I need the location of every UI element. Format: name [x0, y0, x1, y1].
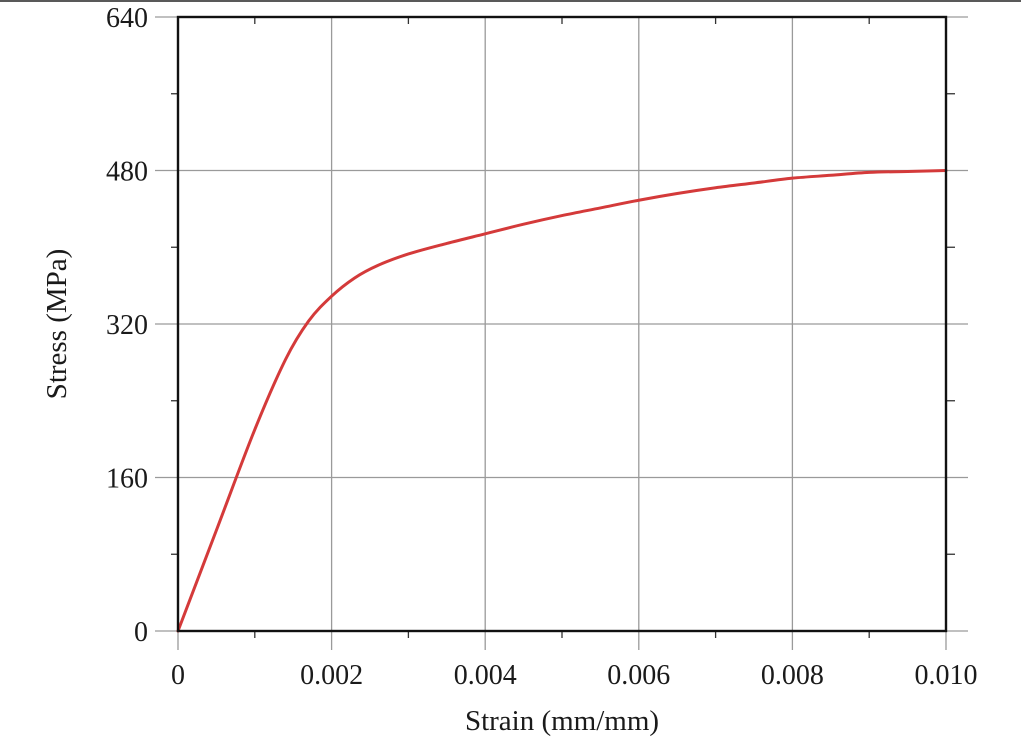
x-tick-labels: 0 0.002 0.004 0.006 0.008 0.010 [171, 660, 978, 691]
x-tick-label: 0 [171, 660, 185, 691]
x-tick-label: 0.008 [761, 660, 824, 691]
y-tick-label: 320 [106, 310, 148, 341]
y-tick-label: 160 [106, 464, 148, 495]
y-tick-label: 480 [106, 157, 148, 188]
y-tick-label: 0 [134, 617, 148, 648]
series-layer [176, 169, 948, 633]
y-axis-title: Stress (MPa) [41, 249, 73, 400]
y-tick-labels: 0 160 320 480 640 [106, 3, 148, 648]
x-axis-title: Strain (mm/mm) [465, 705, 659, 737]
tick-layer [171, 17, 955, 638]
grid-layer [0, 0, 1021, 650]
x-tick-label: 0.004 [454, 660, 517, 691]
x-tick-label: 0.002 [300, 660, 363, 691]
plot-frame [176, 15, 948, 633]
stress-strain-curve [176, 169, 948, 633]
y-tick-label: 640 [106, 3, 148, 34]
x-tick-label: 0.010 [915, 660, 978, 691]
x-tick-label: 0.006 [607, 660, 670, 691]
